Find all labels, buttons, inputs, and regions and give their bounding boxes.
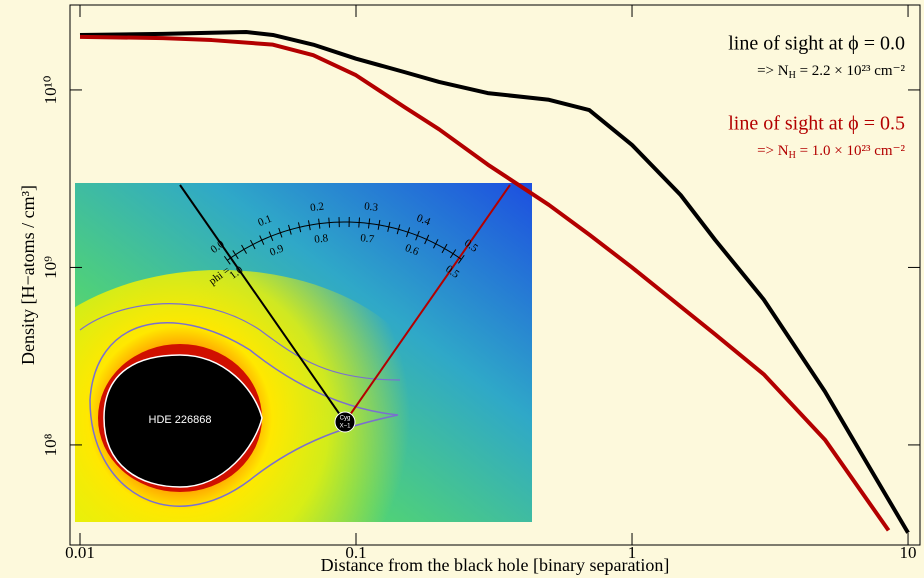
legend-note: => NH = 2.2 × 10²³ cm⁻² (757, 63, 905, 81)
phase-tick (278, 227, 283, 238)
phase-tick (288, 224, 292, 235)
data-line (79, 30, 910, 534)
data-line (79, 34, 891, 532)
phase-label: 0.2 (310, 200, 325, 214)
phase-tick (297, 222, 302, 233)
x-tick-label: 0.01 (65, 543, 95, 562)
phase-tick (377, 219, 381, 230)
star (103, 354, 263, 488)
phase-label: 0.9 (268, 242, 286, 258)
legend-note: => NH = 1.0 × 10²³ cm⁻² (757, 143, 905, 161)
phase-label: 0.1 (256, 213, 273, 229)
legend-note-part: = 2.2 × 10²³ cm⁻² (796, 63, 906, 79)
phase-tick (368, 218, 371, 229)
phase-tick (396, 224, 401, 235)
legend-note-part: H (789, 70, 796, 81)
legend-note-part: H (789, 150, 796, 161)
phase-tick (241, 244, 247, 254)
contour (89, 322, 399, 507)
sightline-05 (344, 184, 511, 423)
phase-tick (387, 221, 391, 232)
phase-tick (424, 234, 430, 245)
phase-label: 0.7 (360, 232, 376, 246)
phase-tick (415, 230, 420, 241)
phase-tick (307, 220, 311, 231)
phase-tick (318, 218, 321, 229)
bh-label: X−1 (340, 424, 352, 430)
phase-label: 0.6 (403, 242, 421, 258)
phase-tick (268, 231, 274, 242)
phase-label: 0.3 (364, 200, 380, 214)
black-hole (334, 411, 356, 433)
phase-label: 0.8 (314, 232, 330, 246)
sightline-0 (179, 184, 346, 423)
x-axis-label: Distance from the black hole [binary sep… (321, 555, 670, 575)
y-tick-label: 10⁸ (41, 433, 60, 456)
legend-note-part: = 1.0 × 10²³ cm⁻² (796, 143, 906, 159)
y-axis-label: Density [H−atoms / cm³] (18, 185, 38, 365)
phase-tick (250, 239, 256, 250)
y-tick-label: 10⁹ (41, 256, 60, 279)
phase-tick (259, 235, 265, 245)
legend-note-part: => N (757, 63, 789, 79)
x-tick-label: 10 (900, 543, 917, 562)
legend-entry: line of sight at ϕ = 0.0 (728, 33, 905, 55)
x-tick-label: 1 (628, 543, 637, 562)
phase-tick (406, 227, 411, 238)
bh-label: Cyg (340, 416, 351, 422)
contour (79, 303, 401, 381)
phase-tick (358, 217, 360, 228)
phase-tick (232, 250, 239, 260)
phase-tick (433, 239, 439, 249)
legend-note-part: => N (757, 143, 789, 159)
x-tick-label: 0.1 (345, 543, 366, 562)
star-label: HDE 226868 (149, 414, 212, 426)
phase-tick (449, 249, 457, 259)
inset-image: HDE 226868 Cyg X−1 0.00.10.2 0.30.40.51.0… (75, 183, 532, 522)
legend-entry: line of sight at ϕ = 0.5 (728, 113, 905, 135)
phase-tick (328, 217, 331, 228)
phase-arc (227, 221, 462, 261)
phase-tick (458, 254, 465, 264)
phase-label: 0.4 (415, 212, 433, 228)
y-tick-label: 10¹⁰ (41, 75, 60, 104)
phase-tick (441, 243, 448, 254)
phase-tick (223, 255, 231, 265)
